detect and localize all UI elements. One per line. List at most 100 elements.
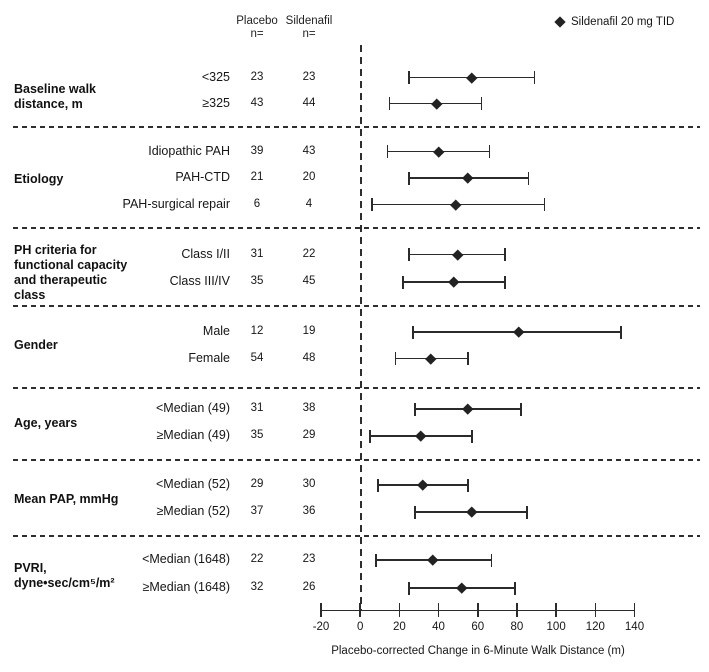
ci-upper-cap xyxy=(543,198,546,211)
estimate-diamond xyxy=(513,326,525,338)
estimate-diamond xyxy=(452,249,464,260)
x-axis-tick xyxy=(398,603,401,617)
sildenafil-n-value: 36 xyxy=(302,505,316,517)
ci-lower-cap xyxy=(408,581,410,595)
row-label: Class III/IV xyxy=(169,274,230,288)
placebo-n-value: 21 xyxy=(250,171,264,183)
x-axis-tick-label: 60 xyxy=(471,621,485,633)
x-axis-tick-label: 100 xyxy=(546,621,566,633)
row-label: Class I/II xyxy=(181,246,230,261)
row-label: PAH-surgical repair xyxy=(122,196,230,211)
ci-upper-cap xyxy=(471,429,473,443)
sildenafil-n-value: 44 xyxy=(302,96,316,109)
ci-lower-cap xyxy=(371,198,373,211)
subgroup-section-label: Baseline walk distance, m xyxy=(14,82,96,111)
ci-lower-cap xyxy=(408,71,410,84)
x-axis-tick-label: 120 xyxy=(585,621,605,633)
placebo-n-value: 35 xyxy=(250,275,264,287)
row-label: Female xyxy=(188,350,230,365)
section-separator xyxy=(13,459,700,461)
x-axis-tick xyxy=(477,603,479,617)
diamond-icon xyxy=(554,16,566,28)
sildenafil-n-value: 29 xyxy=(302,429,316,441)
section-separator xyxy=(13,535,700,537)
x-axis-tick-label: 0 xyxy=(356,621,364,633)
ci-upper-cap xyxy=(504,275,506,289)
ci-lower-cap xyxy=(408,171,410,185)
placebo-n-value: 31 xyxy=(250,247,264,260)
estimate-diamond xyxy=(466,72,478,83)
x-axis-tick xyxy=(555,603,557,617)
subgroup-section-label: PVRI, dyne•sec/cm⁵/m² xyxy=(14,561,115,590)
row-label: Idiopathic PAH xyxy=(148,143,230,158)
estimate-diamond xyxy=(431,98,442,109)
ci-lower-cap xyxy=(408,248,410,261)
subgroup-section-label: Gender xyxy=(14,338,58,352)
subgroup-section-label: PH criteria for functional capacity and … xyxy=(14,243,128,302)
placebo-n-value: 12 xyxy=(250,325,264,337)
subgroup-section-label: Age, years xyxy=(14,416,78,430)
estimate-diamond xyxy=(450,199,462,210)
row-label: <325 xyxy=(201,69,230,84)
ci-upper-cap xyxy=(488,145,491,158)
ci-upper-cap xyxy=(525,505,528,519)
section-separator xyxy=(13,386,700,389)
estimate-diamond xyxy=(462,403,474,415)
sildenafil-n-value: 30 xyxy=(302,478,316,490)
legend-label: Sildenafil 20 mg TID xyxy=(571,16,675,28)
sildenafil-n-value: 20 xyxy=(302,171,316,183)
sildenafil-n-value: 48 xyxy=(302,351,316,364)
placebo-n-value: 31 xyxy=(250,402,264,414)
placebo-n-value: 37 xyxy=(250,505,264,517)
ci-lower-cap xyxy=(375,553,377,567)
row-label: ≥325 xyxy=(202,95,230,110)
zero-reference-line xyxy=(360,45,362,610)
x-axis-tick xyxy=(594,603,597,617)
x-axis-tick xyxy=(516,603,518,617)
legend: Sildenafil 20 mg TID xyxy=(554,16,675,28)
placebo-n-value: 54 xyxy=(250,351,264,364)
ci-upper-cap xyxy=(490,553,493,567)
section-separator xyxy=(13,126,700,128)
estimate-diamond xyxy=(448,276,460,288)
row-label: ≥Median (49) xyxy=(156,428,230,442)
ci-lower-cap xyxy=(414,402,416,416)
row-label: Male xyxy=(202,324,230,338)
estimate-diamond xyxy=(425,353,437,364)
placebo-header-label: Placebo xyxy=(236,15,278,27)
estimate-diamond xyxy=(462,172,474,184)
placebo-n-value: 22 xyxy=(250,553,264,565)
x-axis-tick-label: 20 xyxy=(392,621,406,633)
column-header-placebo: Placebo n= xyxy=(222,15,292,41)
sildenafil-header-label: Sildenafil xyxy=(285,15,333,27)
ci-lower-cap xyxy=(402,275,405,289)
ci-upper-cap xyxy=(467,352,469,365)
ci-upper-cap xyxy=(467,478,469,492)
x-axis-title: Placebo-corrected Change in 6-Minute Wal… xyxy=(331,645,625,657)
estimate-diamond xyxy=(415,430,427,442)
ci-lower-cap xyxy=(386,145,389,158)
placebo-n-label: n= xyxy=(250,28,264,40)
x-axis-tick xyxy=(359,603,361,617)
section-separator xyxy=(13,227,700,229)
ci-upper-cap xyxy=(533,71,536,84)
ci-lower-cap xyxy=(394,352,397,365)
placebo-n-value: 29 xyxy=(250,478,264,490)
row-label: <Median (52) xyxy=(156,477,230,491)
sildenafil-n-value: 45 xyxy=(302,275,316,287)
x-axis-tick-label: 140 xyxy=(624,621,645,633)
row-label: PAH-CTD xyxy=(175,170,230,184)
sildenafil-n-value: 43 xyxy=(302,144,316,157)
placebo-n-value: 23 xyxy=(250,70,264,83)
estimate-diamond xyxy=(433,146,444,157)
ci-lower-cap xyxy=(414,505,416,519)
subgroup-section-label: Mean PAP, mmHg xyxy=(14,492,119,506)
row-label: <Median (49) xyxy=(156,401,230,415)
row-label: ≥Median (1648) xyxy=(142,580,230,594)
ci-lower-cap xyxy=(377,478,379,492)
sildenafil-n-value: 4 xyxy=(305,197,313,210)
placebo-n-value: 39 xyxy=(250,144,264,157)
placebo-n-value: 32 xyxy=(250,581,264,593)
placebo-n-value: 6 xyxy=(253,197,261,210)
